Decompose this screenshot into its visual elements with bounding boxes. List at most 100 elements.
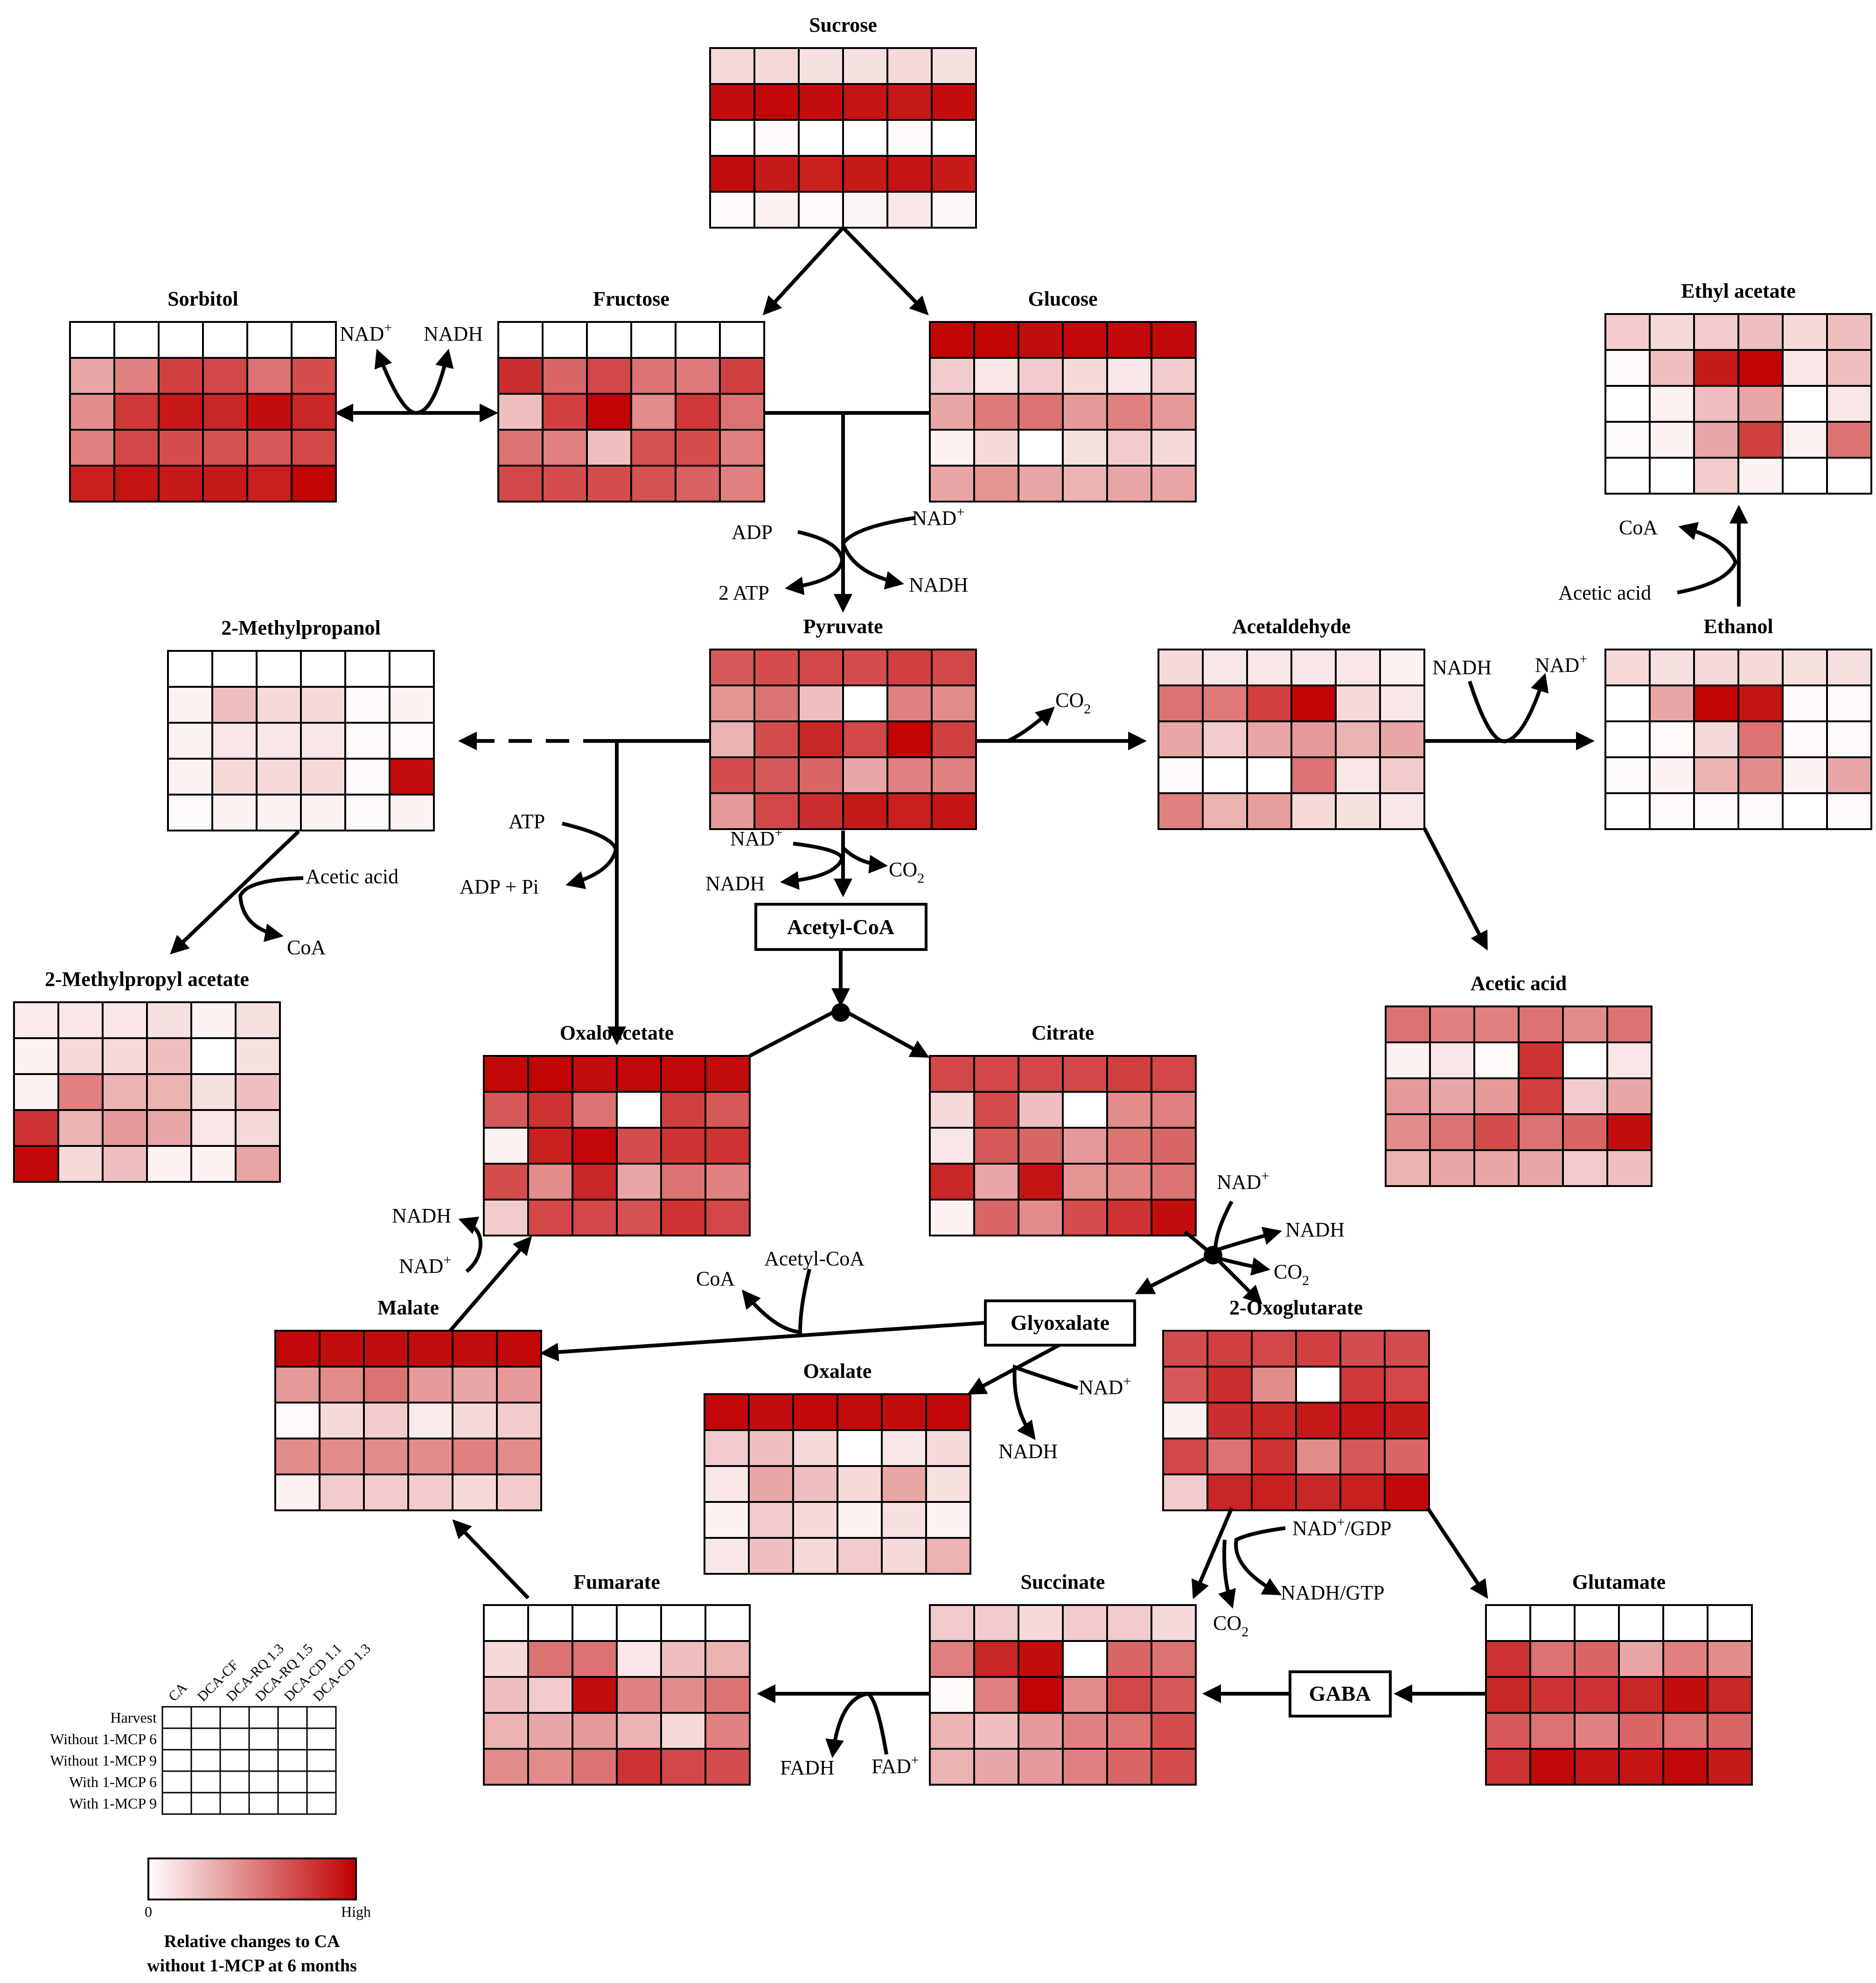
heatmap-cell <box>1335 792 1381 830</box>
heatmap-cell <box>709 119 755 157</box>
cells-ethyl-acetate <box>1604 313 1872 495</box>
heatmap-cell <box>1737 457 1784 495</box>
heatmap-cell <box>158 429 204 467</box>
heatmap-cell <box>1290 684 1337 722</box>
heatmap-cell <box>113 393 160 431</box>
legend-grid-cell <box>277 1749 308 1772</box>
heatmap-cell <box>1290 649 1337 686</box>
heatmap-cell <box>1379 792 1425 830</box>
heatmap-cell <box>1062 1199 1108 1236</box>
heatmap-cell <box>407 1438 453 1475</box>
heatmap-cell <box>1162 1330 1208 1368</box>
heatmap-cell <box>1604 792 1651 830</box>
heatmap-cell <box>1384 1438 1430 1475</box>
legend-scale-min: 0 <box>145 1903 152 1920</box>
heatmap-cell <box>1693 792 1739 830</box>
arrow-adp-atp <box>785 530 844 595</box>
cells-fumarate <box>483 1604 751 1786</box>
heatmap-cell <box>1782 792 1828 830</box>
heatmap-cell <box>704 1429 750 1467</box>
heatmap-cell <box>246 465 293 503</box>
heatmap-cell <box>1693 649 1739 686</box>
heatmap-cell <box>660 1199 706 1236</box>
heatmap-cell <box>483 1640 529 1678</box>
heatmap-cell <box>1737 349 1784 387</box>
heatmap-cell <box>407 1402 453 1439</box>
heatmap-cell <box>1018 357 1064 395</box>
heatmap-cell <box>483 1163 529 1201</box>
heatmap-cell <box>1604 649 1651 686</box>
heatmap-cell <box>211 794 258 831</box>
heatmap-cell <box>1429 1113 1475 1151</box>
heatmap-cell <box>274 1473 321 1511</box>
heatmap-cell <box>886 756 933 794</box>
title-acetic-acid: Acetic acid <box>1471 972 1567 995</box>
heatmap-cell <box>1062 1640 1108 1678</box>
heatmap-cell <box>1662 1676 1709 1714</box>
legend-grid-cell <box>248 1792 279 1815</box>
heatmap-cell <box>1693 684 1739 722</box>
legend-row-label: With 1-MCP 9 <box>69 1795 157 1812</box>
heatmap-cell <box>1529 1676 1576 1714</box>
label-co2-4: CO2 <box>1213 1612 1248 1640</box>
heatmap-cell <box>798 756 844 794</box>
heatmap-cell <box>497 321 544 359</box>
heatmap-cell <box>973 1055 1019 1093</box>
heatmap-cell <box>1339 1473 1386 1511</box>
heatmap-cell <box>973 1676 1019 1714</box>
heatmap-cell <box>1018 1055 1064 1093</box>
heatmap-cell <box>1826 792 1872 830</box>
heatmap-cell <box>753 83 800 121</box>
heatmap-cell <box>973 1163 1019 1201</box>
heatmap-cell <box>1162 1402 1208 1439</box>
heatmap-cell <box>102 1145 148 1183</box>
arrow-fad-fadh <box>825 1691 888 1758</box>
heatmap-cell <box>1606 1077 1653 1115</box>
heatmap-cell <box>1604 313 1651 351</box>
cells-sorbitol <box>69 321 337 503</box>
heatmap-cell <box>931 119 977 157</box>
heatmap-cell <box>709 720 755 758</box>
heatmap-cell <box>1485 1676 1531 1714</box>
legend-row-label: Harvest <box>110 1709 157 1726</box>
heatmap-cell <box>1562 1077 1608 1115</box>
heatmap-cell <box>146 1001 192 1039</box>
arrow-oxoglutarate-succinate <box>1192 1507 1234 1599</box>
heatmap-cell <box>1379 684 1425 722</box>
heatmap-cell <box>704 1537 750 1575</box>
cells-acetic-acid <box>1385 1005 1653 1187</box>
label-nadh-6: NADH <box>1285 1218 1345 1241</box>
heatmap-cell <box>1018 465 1064 503</box>
heatmap-cell <box>1106 357 1152 395</box>
heatmap-cell <box>1106 465 1152 503</box>
heatmap-cell <box>792 1501 838 1539</box>
heatmap-cell <box>973 393 1019 431</box>
heatmap-cell <box>1202 649 1248 686</box>
heatmap-cell <box>1018 1127 1064 1165</box>
heatmap-cell <box>363 1473 409 1511</box>
heatmap-cell <box>1202 720 1248 758</box>
heatmap-cell <box>748 1537 794 1575</box>
heatmap-cell <box>1106 1676 1152 1714</box>
legend-grid-cell <box>219 1770 250 1794</box>
heatmap-cell <box>496 1438 542 1475</box>
heatmap-cell <box>1339 1330 1386 1368</box>
heatmap-cell <box>57 1109 104 1147</box>
heatmap-cell <box>158 465 204 503</box>
heatmap-cell <box>616 1748 662 1786</box>
heatmap-cell <box>886 792 933 830</box>
heatmap-cell <box>709 191 755 229</box>
heatmap-cell <box>931 792 977 830</box>
arrow-co2-4 <box>1218 1539 1236 1609</box>
heatmap-cell <box>1206 1402 1253 1439</box>
heatmap-succinate: Succinate <box>929 1571 1197 1786</box>
heatmap-cell <box>497 465 544 503</box>
heatmap-cell <box>798 649 844 686</box>
legend-grid-cell <box>277 1706 308 1729</box>
heatmap-cell <box>211 686 258 724</box>
legend-grid-cell <box>161 1749 192 1772</box>
heatmap-cell <box>1693 457 1739 495</box>
heatmap-cell <box>1379 720 1425 758</box>
heatmap-cell <box>300 650 346 688</box>
heatmap-cell <box>527 1055 573 1093</box>
